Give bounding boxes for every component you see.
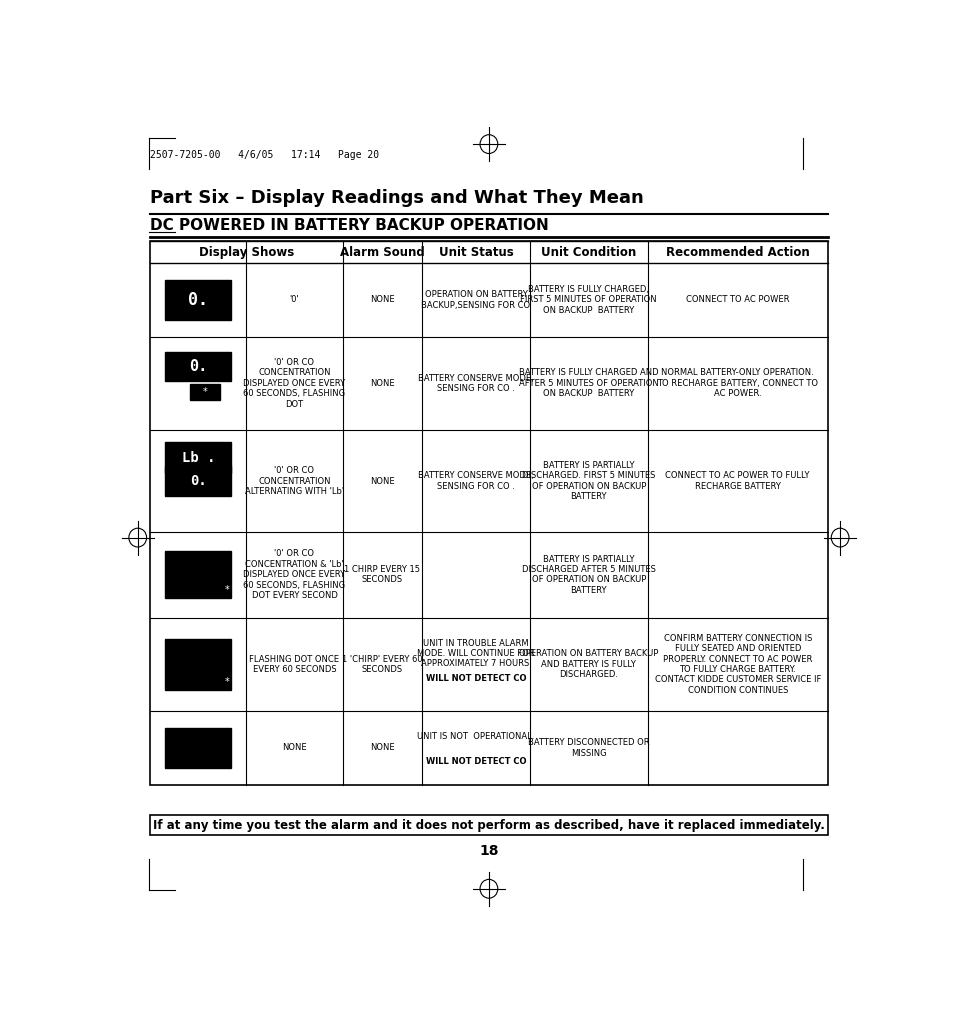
Text: NONE: NONE [370, 379, 395, 388]
Text: '0': '0' [290, 295, 299, 304]
Text: CONNECT TO AC POWER TO FULLY
RECHARGE BATTERY: CONNECT TO AC POWER TO FULLY RECHARGE BA… [665, 471, 809, 491]
Bar [190, 384, 219, 400]
Text: 0.: 0. [188, 291, 208, 308]
Text: Lb .: Lb . [181, 451, 214, 464]
Text: 1 CHIRP EVERY 15
SECONDS: 1 CHIRP EVERY 15 SECONDS [344, 565, 420, 584]
Text: 2507-7205-00   4/6/05   17:14   Page 20: 2507-7205-00 4/6/05 17:14 Page 20 [151, 150, 379, 160]
Text: *: * [224, 585, 229, 596]
Text: BATTERY IS FULLY CHARGED AND
AFTER 5 MINUTES OF OPERATION
ON BACKUP  BATTERY: BATTERY IS FULLY CHARGED AND AFTER 5 MIN… [518, 369, 658, 398]
Bar [165, 466, 232, 497]
Text: '0' OR CO
CONCENTRATION & 'Lb'
DISPLAYED ONCE EVERY
60 SECONDS, FLASHING
DOT EVE: '0' OR CO CONCENTRATION & 'Lb' DISPLAYED… [243, 550, 345, 600]
Bar [165, 352, 232, 381]
Text: 0.: 0. [189, 359, 207, 375]
Text: 1 'CHIRP' EVERY 60
SECONDS: 1 'CHIRP' EVERY 60 SECONDS [342, 655, 422, 674]
Text: NONE: NONE [370, 476, 395, 486]
Text: NONE: NONE [370, 295, 395, 304]
Text: WILL NOT DETECT CO: WILL NOT DETECT CO [425, 674, 526, 683]
Bar [151, 815, 826, 836]
Text: BATTERY CONSERVE MODE,
SENSING FOR CO .: BATTERY CONSERVE MODE, SENSING FOR CO . [417, 471, 534, 491]
Bar [165, 280, 232, 320]
Bar [165, 638, 232, 690]
Text: Part Six – Display Readings and What They Mean: Part Six – Display Readings and What The… [151, 188, 643, 207]
Text: UNIT IS NOT  OPERATIONAL.: UNIT IS NOT OPERATIONAL. [416, 732, 534, 741]
Text: Display Shows: Display Shows [198, 245, 294, 259]
Text: Alarm Sound: Alarm Sound [339, 245, 424, 259]
Text: CONFIRM BATTERY CONNECTION IS
FULLY SEATED AND ORIENTED
PROPERLY. CONNECT TO AC : CONFIRM BATTERY CONNECTION IS FULLY SEAT… [654, 634, 820, 695]
Text: Unit Status: Unit Status [438, 245, 513, 259]
Text: UNIT IN TROUBLE ALARM
MODE. WILL CONTINUE FOR
APPROXIMATELY 7 HOURS.: UNIT IN TROUBLE ALARM MODE. WILL CONTINU… [416, 638, 535, 668]
Text: WILL NOT DETECT CO: WILL NOT DETECT CO [425, 757, 526, 767]
Bar [165, 728, 232, 768]
Text: NONE: NONE [282, 743, 307, 752]
Text: 18: 18 [478, 844, 498, 858]
Text: *: * [202, 387, 207, 397]
Bar [151, 241, 826, 785]
Text: BATTERY IS PARTIALLY
DISCHARGED AFTER 5 MINUTES
OF OPERATION ON BACKUP
BATTERY: BATTERY IS PARTIALLY DISCHARGED AFTER 5 … [521, 555, 655, 595]
Text: NONE: NONE [370, 743, 395, 752]
Text: Unit Condition: Unit Condition [540, 245, 636, 259]
Text: Recommended Action: Recommended Action [665, 245, 809, 259]
Text: BATTERY CONSERVE MODE,
SENSING FOR CO .: BATTERY CONSERVE MODE, SENSING FOR CO . [417, 374, 534, 393]
Bar [165, 443, 232, 473]
Text: '0' OR CO
CONCENTRATION
DISPLAYED ONCE EVERY
60 SECONDS, FLASHING
DOT: '0' OR CO CONCENTRATION DISPLAYED ONCE E… [243, 358, 345, 408]
Text: NORMAL BATTERY-ONLY OPERATION.
TO RECHARGE BATTERY, CONNECT TO
AC POWER.: NORMAL BATTERY-ONLY OPERATION. TO RECHAR… [657, 369, 818, 398]
Text: 0.: 0. [190, 474, 207, 489]
Text: BATTERY IS FULLY CHARGED,
FIRST 5 MINUTES OF OPERATION
ON BACKUP  BATTERY: BATTERY IS FULLY CHARGED, FIRST 5 MINUTE… [520, 285, 657, 315]
Text: CONNECT TO AC POWER: CONNECT TO AC POWER [685, 295, 789, 304]
Text: FLASHING DOT ONCE
EVERY 60 SECONDS: FLASHING DOT ONCE EVERY 60 SECONDS [250, 655, 339, 674]
Text: OPERATION ON BATTERY BACKUP
AND BATTERY IS FULLY
DISCHARGED.: OPERATION ON BATTERY BACKUP AND BATTERY … [518, 649, 658, 679]
Text: *: * [224, 677, 229, 687]
Text: OPERATION ON BATTERY
BACKUP,SENSING FOR CO: OPERATION ON BATTERY BACKUP,SENSING FOR … [421, 290, 530, 309]
Bar [165, 552, 232, 599]
Text: BATTERY DISCONNECTED OR
MISSING: BATTERY DISCONNECTED OR MISSING [527, 738, 649, 757]
Text: DC POWERED IN BATTERY BACKUP OPERATION: DC POWERED IN BATTERY BACKUP OPERATION [151, 218, 549, 233]
Text: '0' OR CO
CONCENTRATION
ALTERNATING WITH 'Lb': '0' OR CO CONCENTRATION ALTERNATING WITH… [245, 466, 344, 496]
Text: BATTERY IS PARTIALLY
DISCHARGED. FIRST 5 MINUTES
OF OPERATION ON BACKUP
BATTERY: BATTERY IS PARTIALLY DISCHARGED. FIRST 5… [521, 461, 655, 501]
Text: If at any time you test the alarm and it does not perform as described, have it : If at any time you test the alarm and it… [152, 818, 824, 832]
